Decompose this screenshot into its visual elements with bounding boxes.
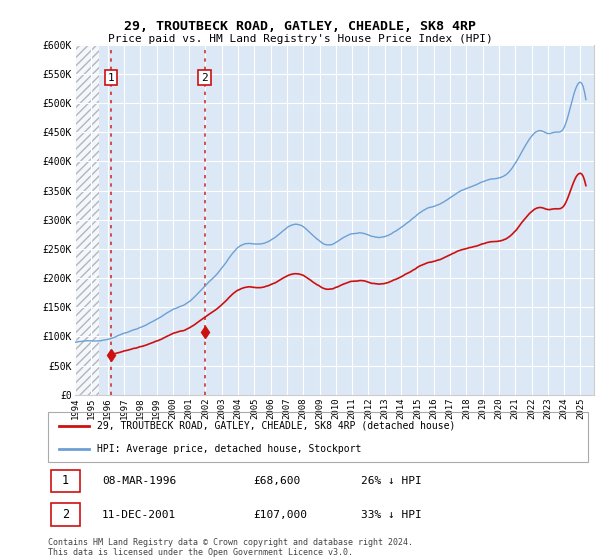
Text: 33% ↓ HPI: 33% ↓ HPI xyxy=(361,510,422,520)
Text: Price paid vs. HM Land Registry's House Price Index (HPI): Price paid vs. HM Land Registry's House … xyxy=(107,34,493,44)
Text: 1: 1 xyxy=(62,474,69,487)
Text: 29, TROUTBECK ROAD, GATLEY, CHEADLE, SK8 4RP (detached house): 29, TROUTBECK ROAD, GATLEY, CHEADLE, SK8… xyxy=(97,421,455,431)
Text: 11-DEC-2001: 11-DEC-2001 xyxy=(102,510,176,520)
Text: Contains HM Land Registry data © Crown copyright and database right 2024.
This d: Contains HM Land Registry data © Crown c… xyxy=(48,538,413,557)
Text: 08-MAR-1996: 08-MAR-1996 xyxy=(102,476,176,486)
Text: 1: 1 xyxy=(107,73,114,83)
Text: 29, TROUTBECK ROAD, GATLEY, CHEADLE, SK8 4RP: 29, TROUTBECK ROAD, GATLEY, CHEADLE, SK8… xyxy=(124,20,476,32)
Text: £68,600: £68,600 xyxy=(253,476,301,486)
Text: HPI: Average price, detached house, Stockport: HPI: Average price, detached house, Stoc… xyxy=(97,445,361,454)
Text: £107,000: £107,000 xyxy=(253,510,307,520)
Text: 26% ↓ HPI: 26% ↓ HPI xyxy=(361,476,422,486)
Text: 2: 2 xyxy=(201,73,208,83)
Bar xyxy=(75,45,100,395)
Text: 2: 2 xyxy=(62,508,69,521)
